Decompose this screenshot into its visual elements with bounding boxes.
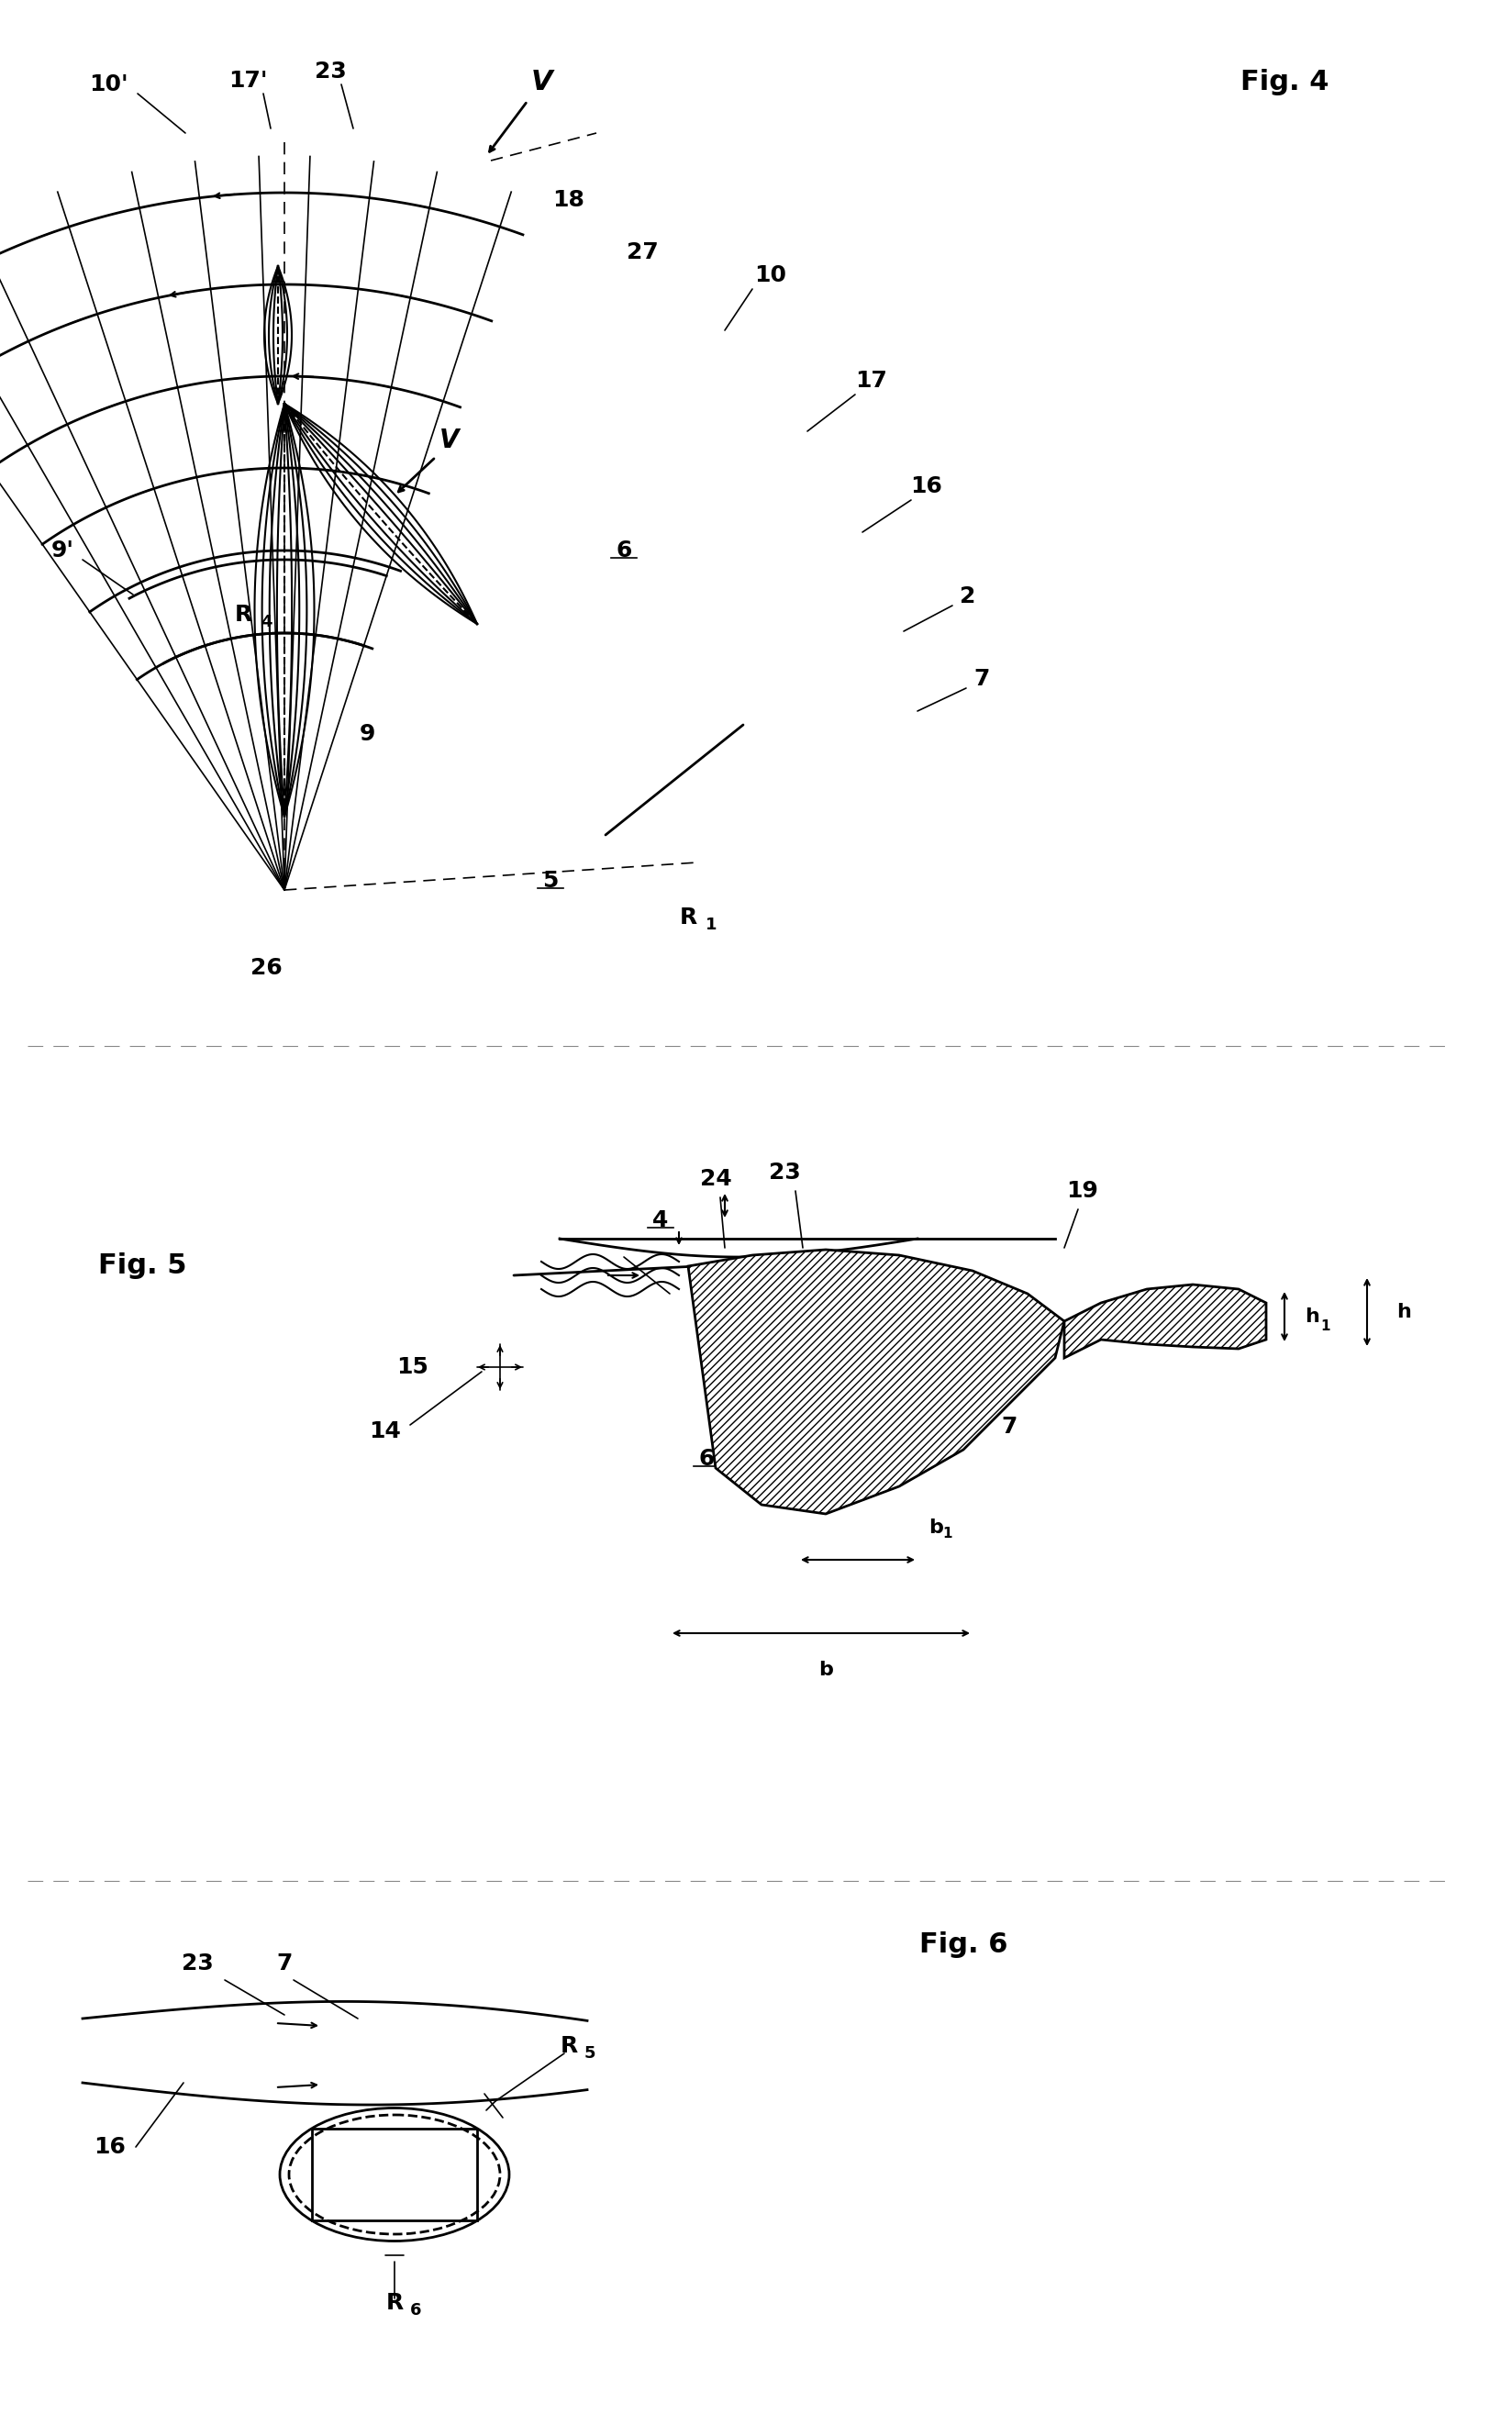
Text: 9: 9 — [358, 723, 375, 744]
Text: Fig. 4: Fig. 4 — [1240, 70, 1329, 97]
Text: 10': 10' — [89, 73, 129, 95]
Text: 18: 18 — [553, 189, 585, 211]
Text: 6: 6 — [615, 538, 632, 563]
Text: 7: 7 — [1001, 1416, 1018, 1438]
Text: h: h — [1397, 1302, 1411, 1322]
Text: 1: 1 — [705, 917, 717, 934]
Text: V: V — [531, 70, 552, 97]
Text: V: V — [440, 427, 460, 453]
Text: 24: 24 — [700, 1169, 732, 1191]
Text: 4: 4 — [653, 1210, 668, 1232]
Text: 2: 2 — [960, 584, 975, 606]
Text: R: R — [679, 907, 697, 929]
Text: 19: 19 — [1066, 1181, 1099, 1203]
Text: b: b — [818, 1661, 833, 1678]
Text: 14: 14 — [369, 1421, 401, 1443]
Text: 1: 1 — [943, 1528, 953, 1540]
Text: 4: 4 — [260, 614, 272, 630]
Text: 27: 27 — [626, 242, 658, 264]
Text: 17': 17' — [228, 70, 268, 92]
Text: Fig. 6: Fig. 6 — [919, 1933, 1007, 1959]
Text: 1: 1 — [1321, 1319, 1331, 1334]
Text: 23: 23 — [768, 1162, 800, 1183]
Text: R: R — [559, 2035, 578, 2056]
Text: 10: 10 — [754, 264, 786, 286]
Text: R: R — [234, 604, 253, 626]
Text: 26: 26 — [249, 958, 283, 980]
Polygon shape — [1064, 1285, 1266, 1358]
Text: 7: 7 — [974, 667, 990, 691]
Text: 23: 23 — [314, 61, 346, 82]
Text: 15: 15 — [396, 1356, 429, 1377]
Text: 5: 5 — [584, 2044, 596, 2061]
Text: R: R — [386, 2292, 404, 2313]
Text: 7: 7 — [277, 1952, 292, 1974]
Text: 23: 23 — [181, 1952, 213, 1974]
Text: Fig. 5: Fig. 5 — [98, 1254, 186, 1280]
Text: b: b — [928, 1518, 943, 1537]
Polygon shape — [688, 1249, 1064, 1513]
Text: 6: 6 — [699, 1448, 715, 1470]
Text: 5: 5 — [543, 871, 558, 892]
Text: h: h — [1305, 1307, 1320, 1326]
Text: 9': 9' — [51, 538, 74, 563]
Text: 6: 6 — [410, 2301, 422, 2318]
Text: 16: 16 — [910, 475, 942, 497]
Text: 17: 17 — [856, 369, 888, 393]
Text: 16: 16 — [94, 2136, 125, 2158]
Bar — [311, 2129, 478, 2221]
